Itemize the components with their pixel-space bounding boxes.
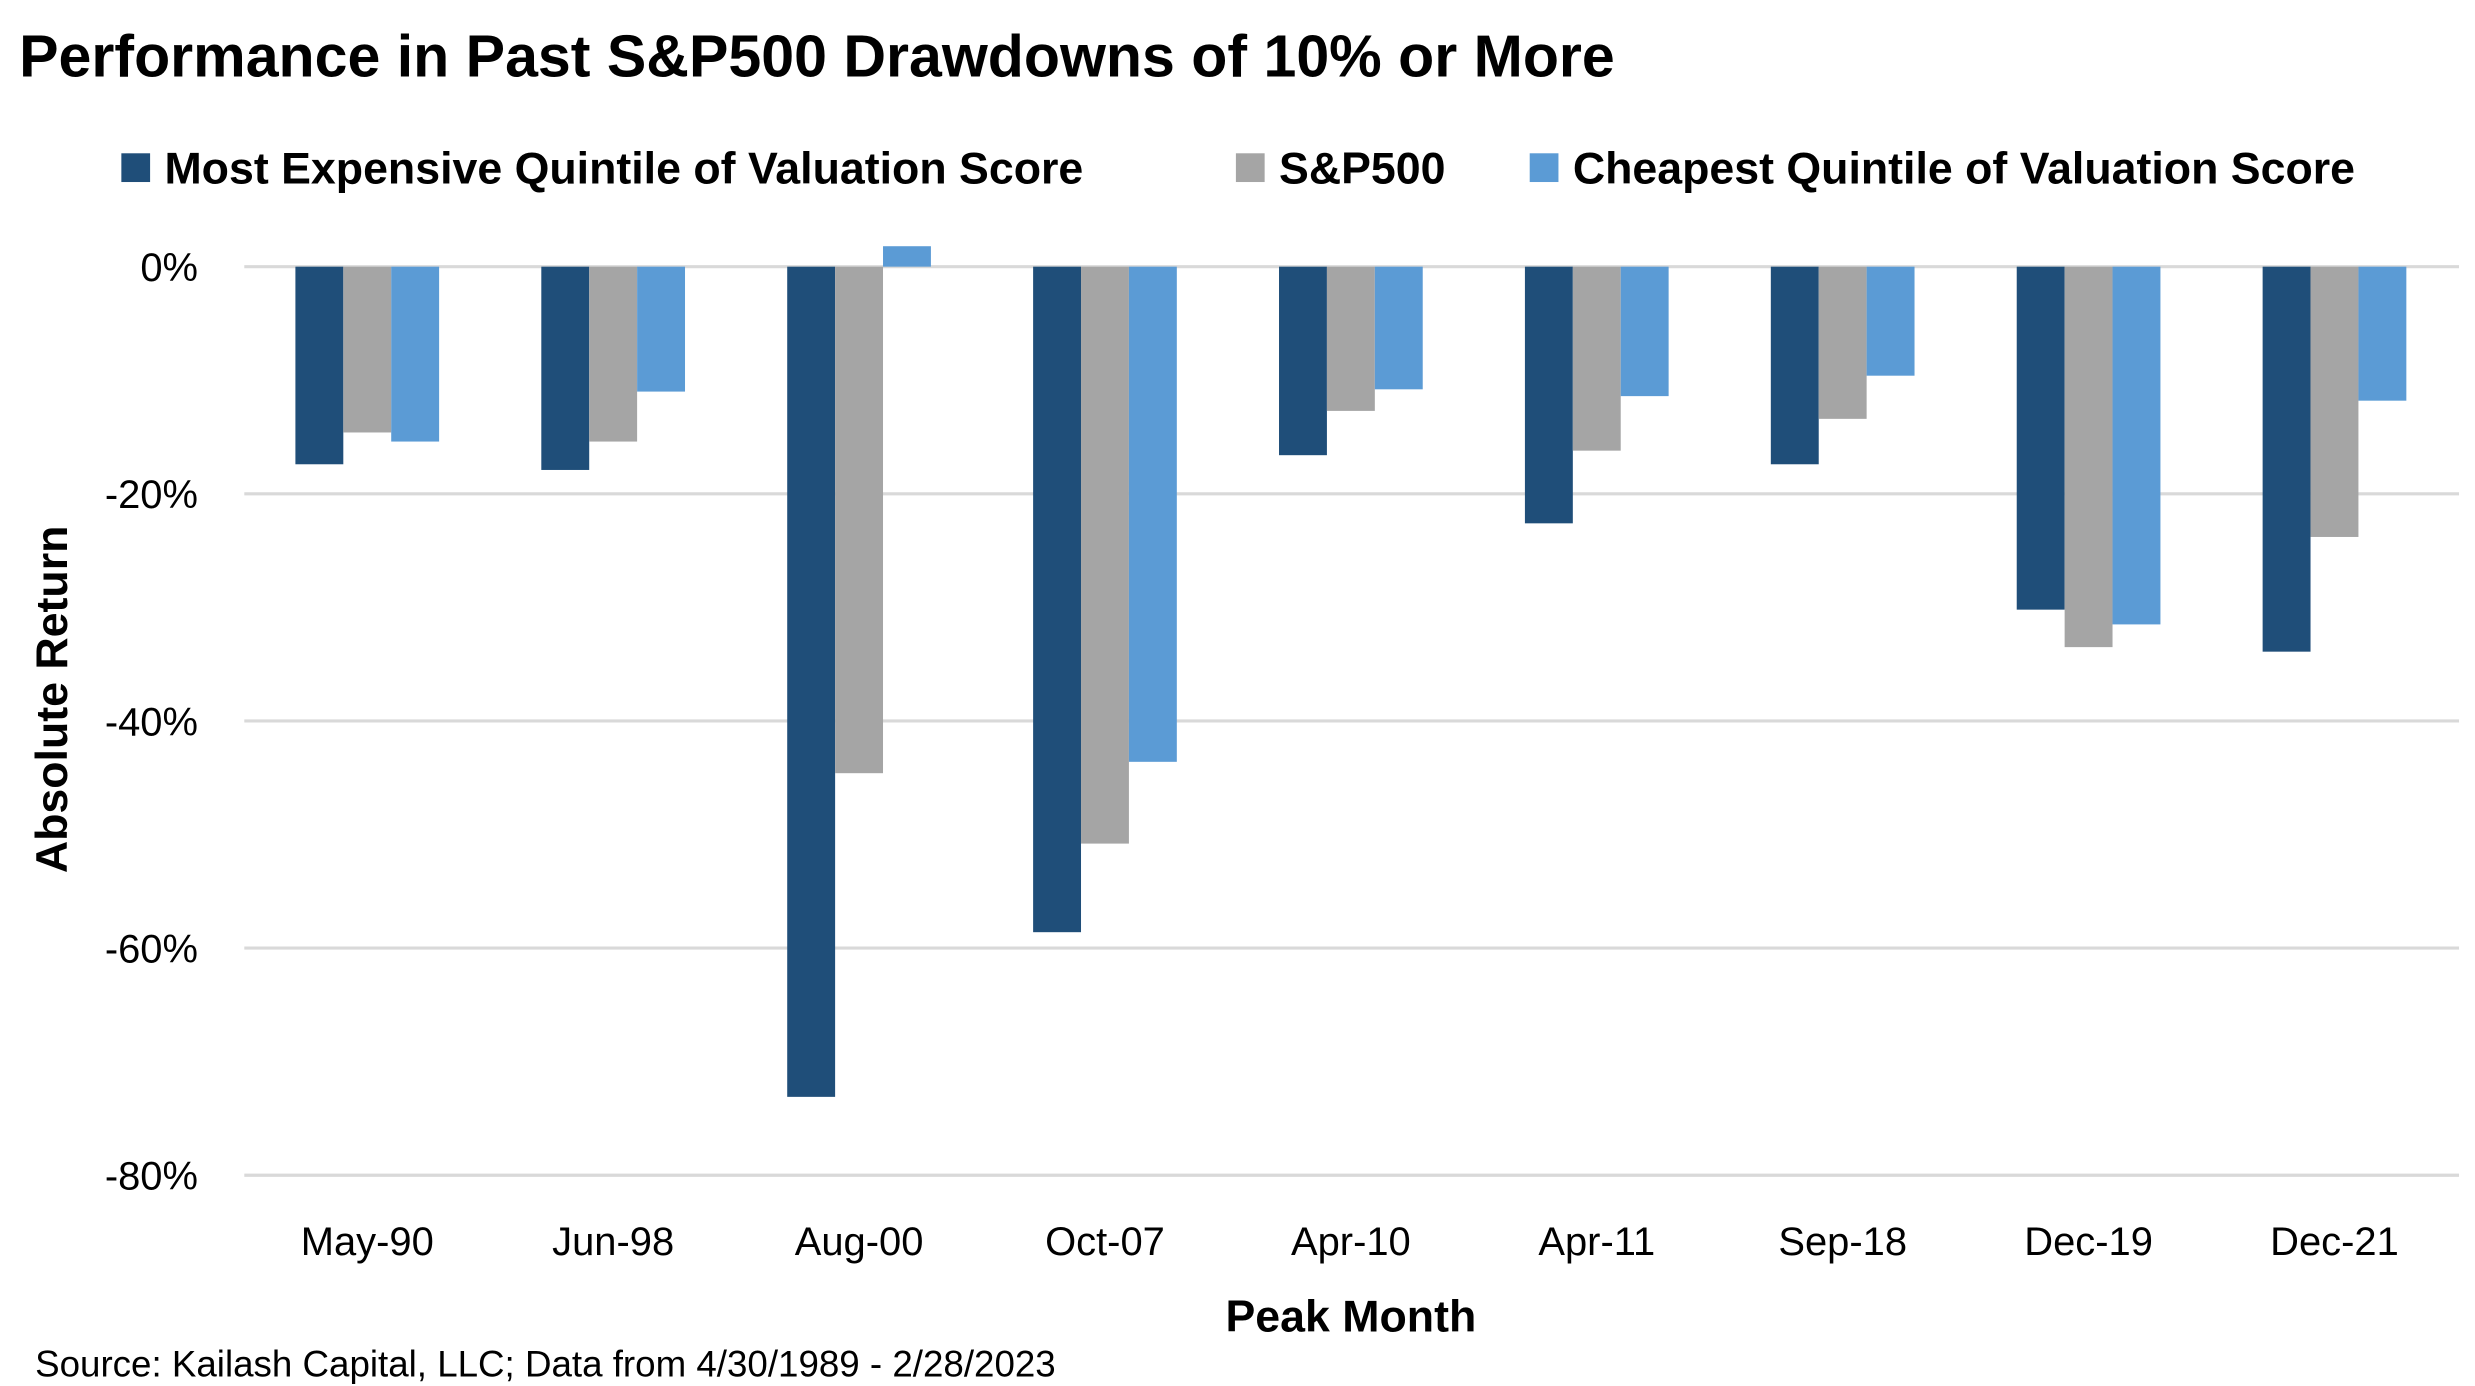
legend-swatch	[1529, 153, 1559, 183]
bar	[835, 266, 884, 774]
bar	[1866, 266, 1915, 376]
bar	[2310, 266, 2359, 537]
legend-label: Most Expensive Quintile of Valuation Sco…	[164, 145, 1083, 194]
x-tick-label: Aug-00	[795, 1220, 924, 1264]
bar	[1818, 266, 1867, 419]
bar	[343, 266, 392, 433]
gridlines: 0% -20% -40% -60% -80%	[105, 246, 2460, 1199]
bar	[1128, 266, 1177, 762]
x-axis-ticks: May-90 Jun-98 Aug-00 Oct-07 Apr-10 Apr-11 Sep-…	[301, 1220, 2399, 1264]
legend-swatch	[121, 153, 151, 183]
bar	[1524, 266, 1573, 524]
y-tick-label: -40%	[105, 700, 198, 744]
x-tick-label: Jun-98	[552, 1220, 674, 1264]
bar	[1279, 266, 1327, 456]
y-tick-label: -80%	[105, 1155, 198, 1199]
x-tick-label: Apr-10	[1291, 1220, 1411, 1264]
x-axis-label: Peak Month	[1225, 1293, 1476, 1342]
bar	[787, 266, 836, 1097]
y-tick-label: 0%	[140, 246, 198, 290]
bar	[1770, 266, 1819, 465]
bar	[295, 266, 344, 465]
bar	[2064, 266, 2113, 648]
bar	[883, 246, 931, 267]
bar	[637, 266, 686, 392]
bar	[2262, 266, 2311, 652]
chart-title: Performance in Past S&P500 Drawdowns of …	[19, 24, 1615, 90]
source-note: Source: Kailash Capital, LLC; Data from …	[35, 1343, 1056, 1384]
bar	[1081, 266, 1129, 844]
legend-label: Cheapest Quintile of Valuation Score	[1573, 145, 2355, 194]
bars	[295, 246, 2407, 1097]
bar	[1326, 266, 1375, 411]
bar	[1572, 266, 1621, 451]
x-tick-label: May-90	[301, 1220, 434, 1264]
x-tick-label: Dec-19	[2024, 1220, 2153, 1264]
x-tick-label: Dec-21	[2270, 1220, 2399, 1264]
bar	[541, 266, 590, 470]
x-tick-label: Apr-11	[1538, 1220, 1655, 1264]
bar	[2016, 266, 2065, 610]
legend-label: S&P500	[1279, 145, 1445, 194]
legend: Most Expensive Quintile of Valuation Sco…	[121, 145, 2355, 194]
y-tick-label: -20%	[105, 473, 198, 517]
bar	[391, 266, 440, 442]
x-tick-label: Sep-18	[1778, 1220, 1907, 1264]
y-axis-label: Absolute Return	[28, 526, 77, 874]
bar	[1033, 266, 1082, 933]
x-tick-label: Oct-07	[1045, 1220, 1165, 1264]
bar	[589, 266, 638, 442]
bar	[2112, 266, 2161, 625]
y-tick-label: -60%	[105, 927, 198, 971]
bar	[1374, 266, 1423, 390]
bar	[1620, 266, 1669, 397]
legend-swatch	[1235, 153, 1265, 183]
bar	[2358, 266, 2407, 401]
